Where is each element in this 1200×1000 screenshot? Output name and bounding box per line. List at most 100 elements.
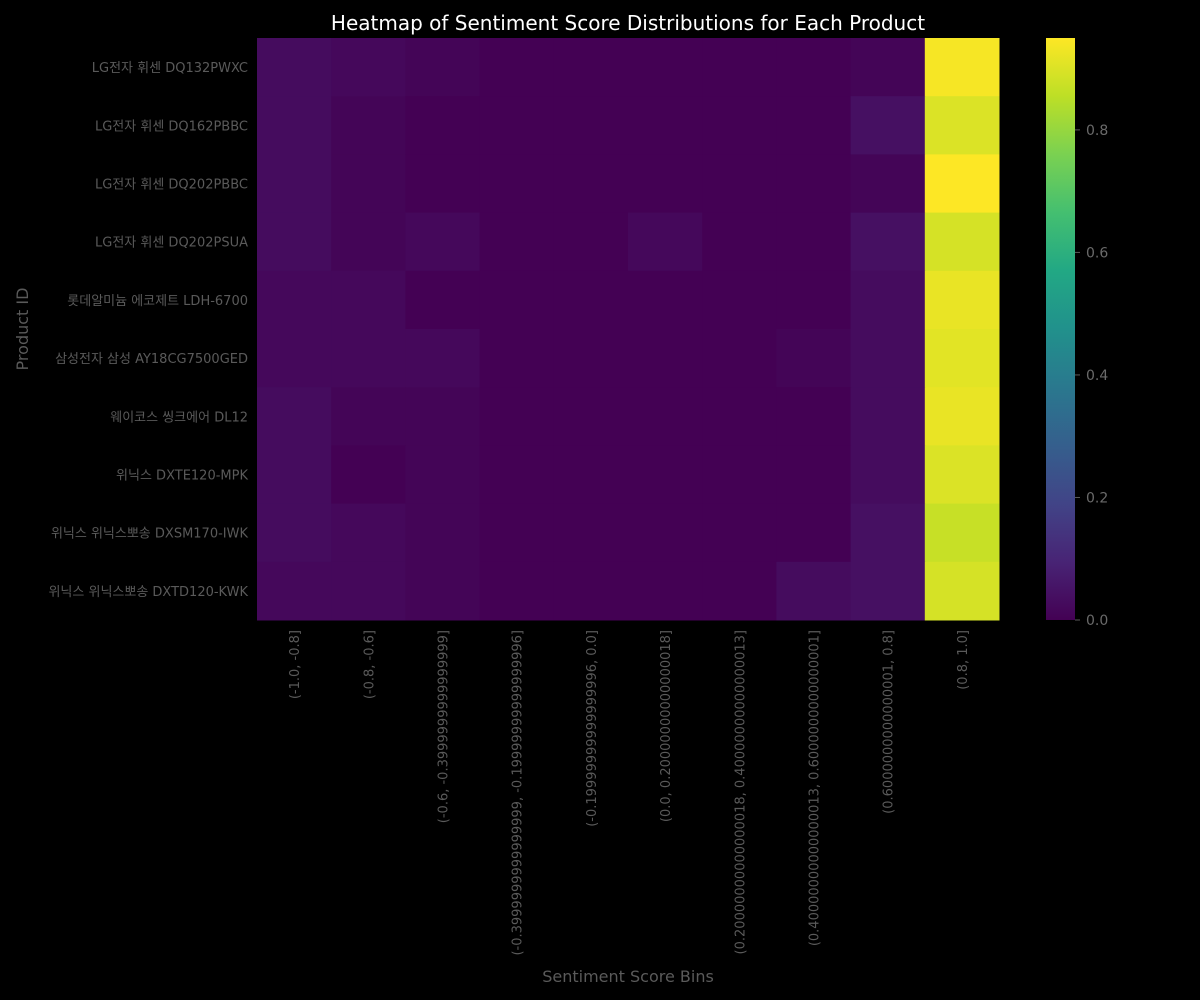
heatmap-cell (405, 503, 481, 563)
y-tick-label: 롯데알미늄 에코제트 LDH-6700 (67, 294, 248, 309)
heatmap-cell (850, 503, 926, 563)
heatmap-cell (776, 503, 852, 563)
colorbar-tick-label: 0.2 (1086, 490, 1108, 506)
heatmap-cell (553, 154, 629, 214)
heatmap-cell (553, 38, 629, 97)
heatmap-cell (702, 154, 777, 214)
heatmap-cell (257, 561, 332, 621)
heatmap-cell (850, 96, 926, 155)
y-tick-label: 위닉스 DXTE120-MPK (116, 469, 248, 484)
heatmap-cell (850, 38, 926, 97)
heatmap-cell (331, 445, 406, 505)
heatmap-cell (553, 270, 629, 330)
heatmap-cell (479, 503, 555, 563)
y-tick-label: LG전자 휘센 DQ202PSUA (95, 236, 248, 251)
heatmap-cell (553, 445, 629, 505)
heatmap-cell (479, 329, 555, 388)
heatmap-cell (331, 503, 406, 563)
heatmap-cell (405, 154, 481, 214)
heatmap-cell (776, 212, 852, 272)
heatmap-cell (628, 329, 703, 388)
heatmap-cell (479, 445, 555, 505)
heatmap-cell (257, 445, 332, 505)
heatmap-cell (405, 329, 481, 388)
x-tick-label: (0.8, 1.0] (956, 630, 971, 690)
heatmap-cell (479, 387, 555, 446)
heatmap-cell (776, 387, 852, 446)
heatmap-cell (924, 154, 1000, 214)
heatmap-cell (628, 154, 703, 214)
heatmap-cell (331, 96, 406, 155)
heatmap-cell (553, 329, 629, 388)
x-tick-label: (0.6000000000000001, 0.8] (882, 630, 897, 814)
heatmap-cell (850, 154, 926, 214)
heatmap-cell (850, 445, 926, 505)
heatmap-cell (553, 503, 629, 563)
heatmap-cell (479, 38, 555, 97)
heatmap-cell (257, 387, 332, 446)
heatmap-cell (924, 561, 1000, 621)
heatmap-cell (628, 387, 703, 446)
heatmap-cell (702, 445, 777, 505)
colorbar-tick-label: 0.0 (1086, 613, 1108, 629)
heatmap-cell (628, 270, 703, 330)
y-tick-label: 웨이코스 씽크에어 DL12 (110, 410, 248, 425)
heatmap-cell (924, 329, 1000, 388)
x-tick-label: (0.0, 0.20000000000000018] (659, 630, 674, 822)
heatmap-cell (405, 96, 481, 155)
heatmap-cell (331, 212, 406, 272)
colorbar-tick-label: 0.8 (1086, 123, 1108, 139)
heatmap-cell (553, 387, 629, 446)
heatmap-cell (628, 503, 703, 563)
heatmap-cell (924, 387, 1000, 446)
heatmap-cell (331, 38, 406, 97)
heatmap-cell (924, 445, 1000, 505)
y-tick-label: LG전자 휘센 DQ132PWXC (92, 61, 248, 76)
heatmap-cells (257, 38, 1000, 621)
y-tick-label: LG전자 휘센 DQ162PBBC (95, 119, 248, 134)
heatmap-cell (479, 561, 555, 621)
colorbar-tick-label: 0.4 (1086, 368, 1108, 384)
heatmap-cell (924, 38, 1000, 97)
heatmap-cell (479, 212, 555, 272)
x-tick-label: (0.20000000000000018, 0.4000000000000001… (733, 630, 748, 954)
heatmap-cell (924, 503, 1000, 563)
heatmap-cell (924, 96, 1000, 155)
heatmap-cell (405, 270, 481, 330)
x-tick-label: (0.40000000000000013, 0.6000000000000001… (808, 630, 823, 946)
heatmap-cell (776, 38, 852, 97)
heatmap-cell (702, 96, 777, 155)
heatmap-cell (776, 561, 852, 621)
heatmap-cell (257, 154, 332, 214)
heatmap-cell (257, 212, 332, 272)
heatmap-cell (702, 503, 777, 563)
heatmap-cell (331, 329, 406, 388)
heatmap-cell (702, 38, 777, 97)
colorbar-ticks: 0.0 0.2 0.4 0.6 0.8 (1075, 123, 1108, 629)
heatmap-cell (405, 561, 481, 621)
y-axis-label: Product ID (13, 288, 32, 371)
heatmap-cell (924, 212, 1000, 272)
heatmap-cell (702, 387, 777, 446)
y-tick-label: LG전자 휘센 DQ202PBBC (95, 178, 248, 193)
x-tick-label: (-0.3999999999999999, -0.199999999999999… (511, 630, 526, 956)
x-tick-label: (-0.19999999999999996, 0.0] (585, 630, 600, 827)
heatmap-cell (850, 561, 926, 621)
heatmap-cell (331, 154, 406, 214)
heatmap-cell (702, 329, 777, 388)
heatmap-cell (628, 212, 703, 272)
heatmap-cell (479, 270, 555, 330)
heatmap-cell (850, 329, 926, 388)
x-tick-label: (-1.0, -0.8] (288, 630, 303, 699)
heatmap-cell (405, 212, 481, 272)
heatmap-cell (628, 96, 703, 155)
heatmap-cell (628, 561, 703, 621)
x-tick-label: (-0.6, -0.3999999999999999] (437, 630, 452, 823)
heatmap-cell (405, 387, 481, 446)
heatmap-cell (553, 561, 629, 621)
heatmap-cell (479, 96, 555, 155)
heatmap-cell (257, 329, 332, 388)
x-axis-label: Sentiment Score Bins (542, 967, 714, 986)
y-tick-label: 위닉스 위닉스뽀송 DXTD120-KWK (48, 585, 248, 600)
